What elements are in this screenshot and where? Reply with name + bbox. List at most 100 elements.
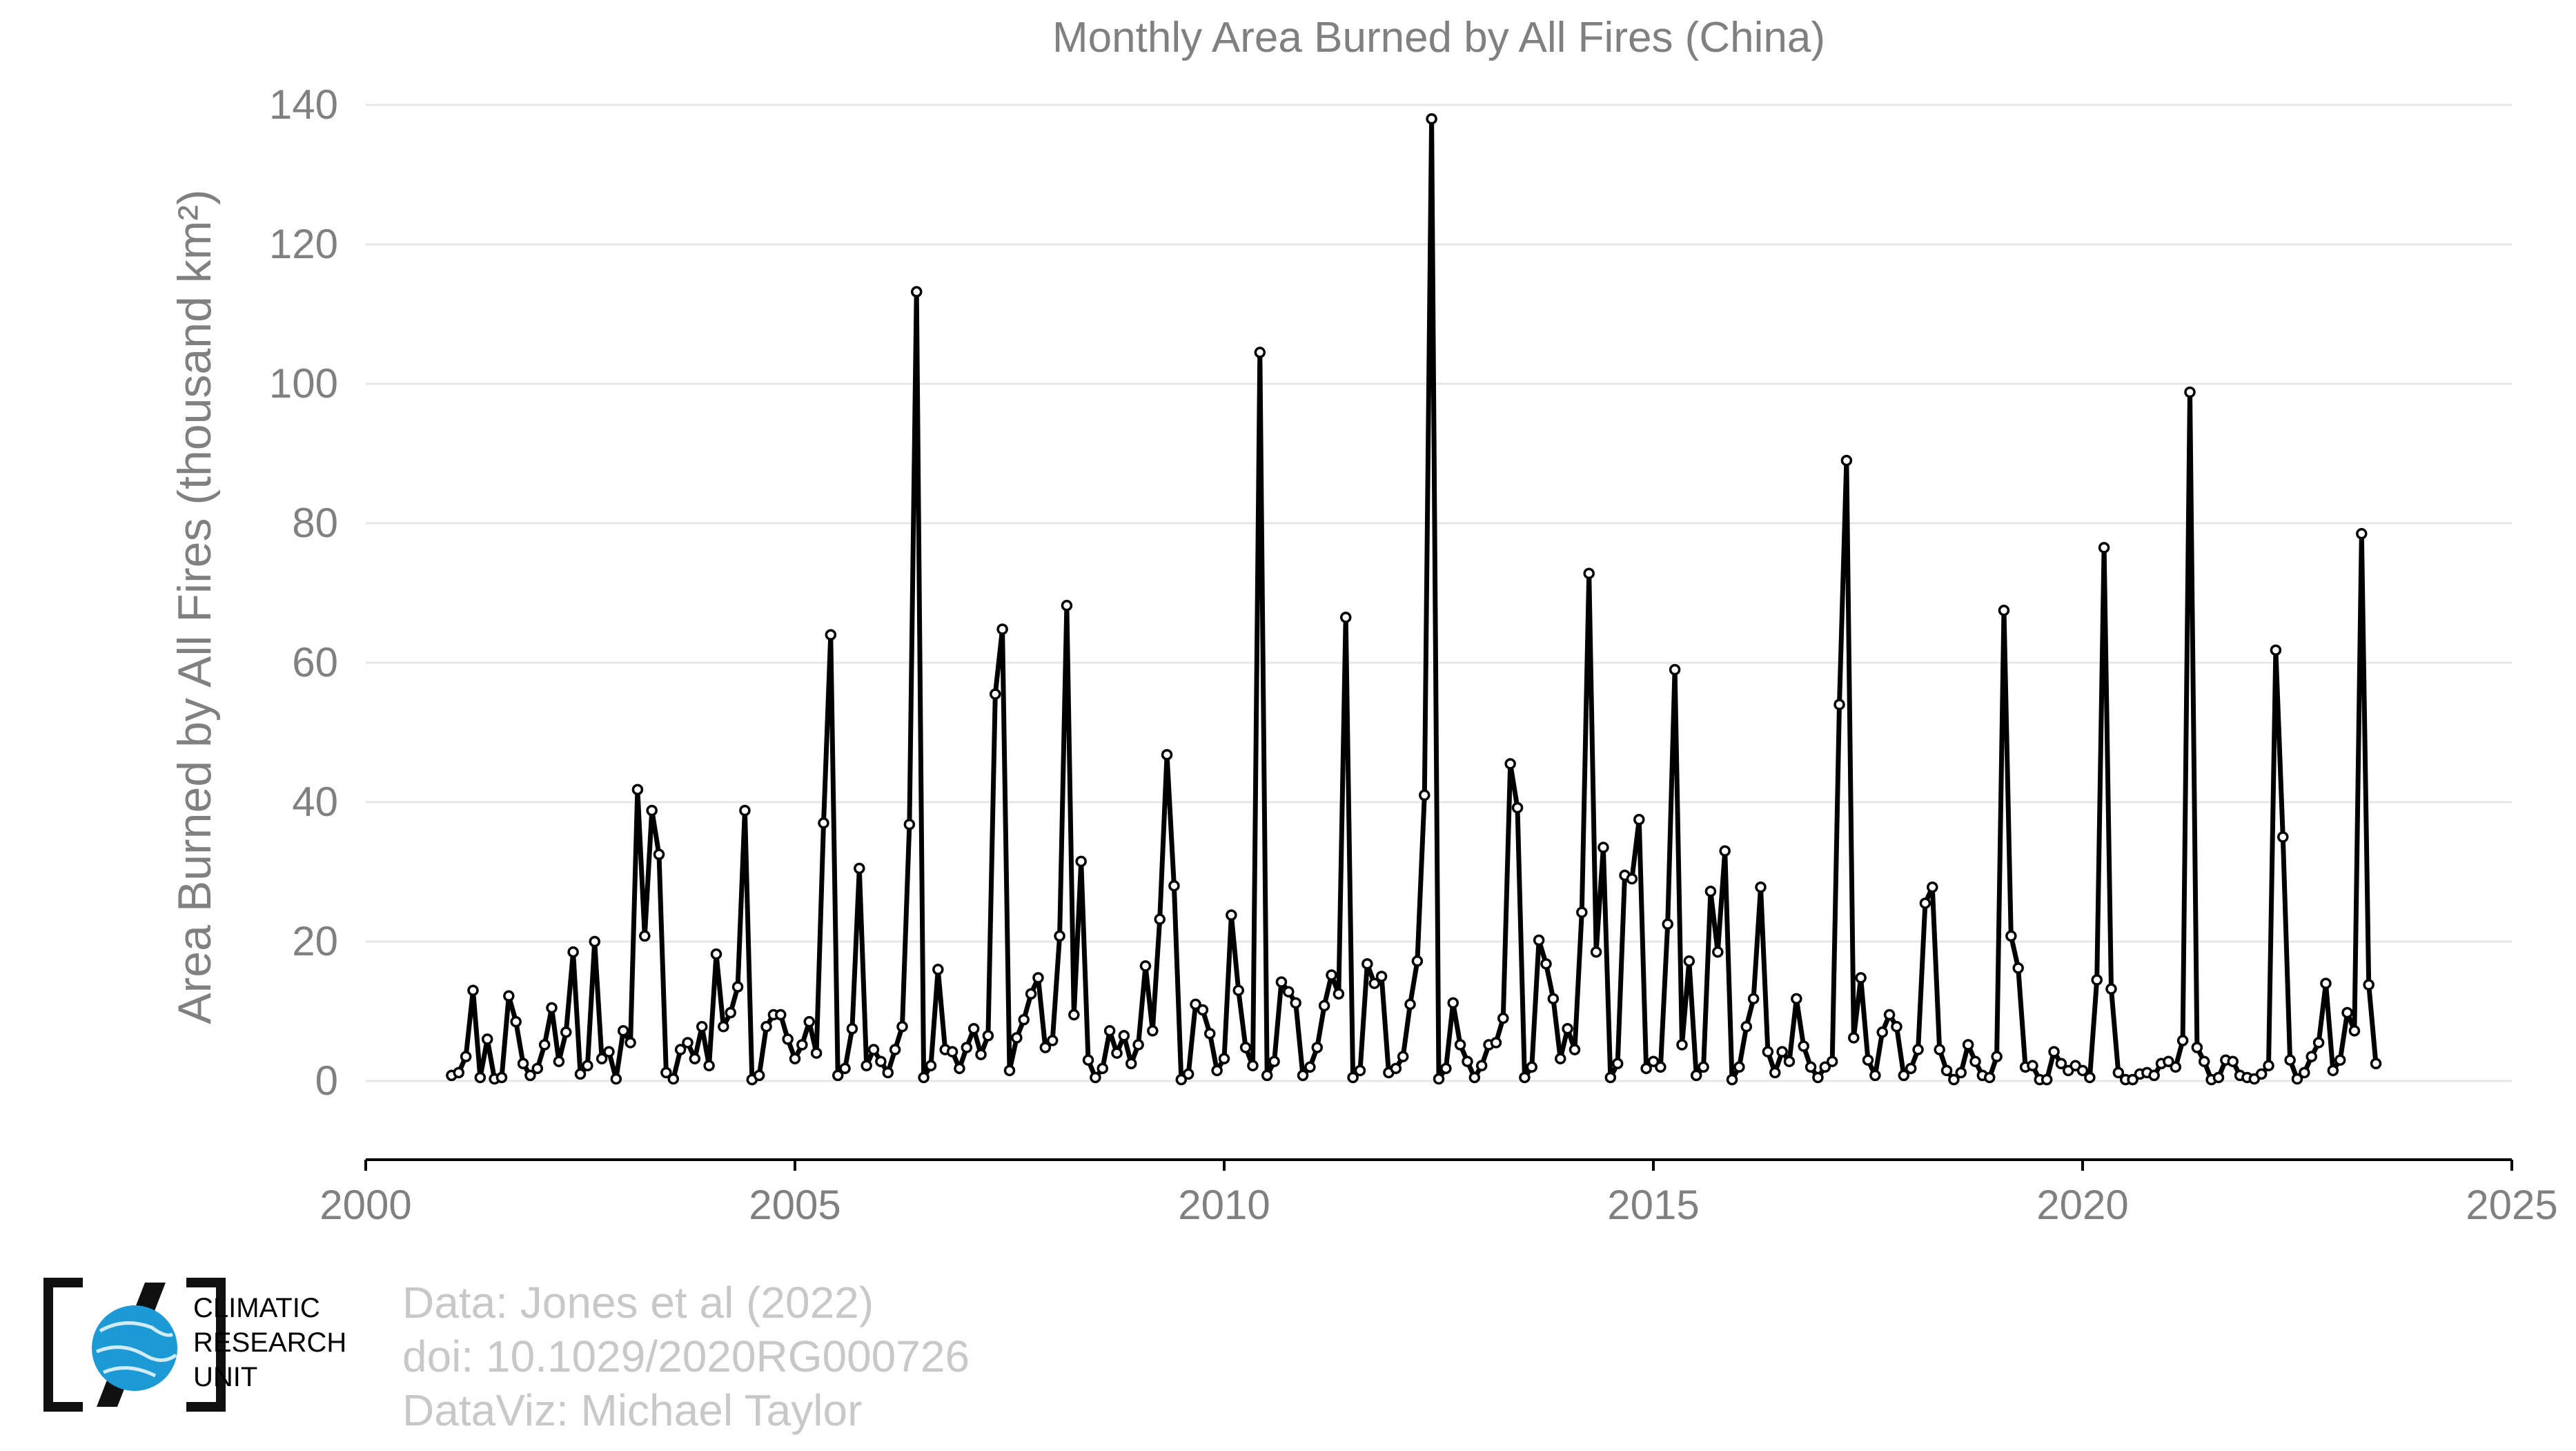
data-point <box>1604 1071 1617 1084</box>
data-point <box>2055 1058 2067 1069</box>
data-point <box>854 862 865 875</box>
data-point <box>1862 1054 1874 1066</box>
data-point <box>1669 663 1681 676</box>
data-point <box>1018 1013 1030 1026</box>
data-point <box>1511 801 1524 814</box>
data-point <box>574 1068 587 1080</box>
x-tick-label: 2000 <box>319 1182 411 1228</box>
data-point <box>1927 881 1938 893</box>
data-point <box>1569 1044 1581 1055</box>
data-point <box>2284 1054 2296 1066</box>
data-point <box>467 984 479 996</box>
data-point <box>753 1069 765 1082</box>
data-point <box>2098 542 2110 554</box>
y-tick-label: 0 <box>315 1058 338 1104</box>
data-point <box>925 1060 937 1072</box>
data-point <box>2348 1025 2361 1037</box>
data-point <box>2312 1037 2325 1049</box>
data-point <box>1039 1042 1052 1053</box>
data-point <box>460 1051 472 1062</box>
logo-left-bracket-icon <box>43 1278 83 1412</box>
data-point <box>653 848 665 860</box>
data-point <box>1640 1062 1652 1075</box>
data-point <box>1239 1042 1252 1053</box>
data-point <box>1318 1000 1330 1012</box>
data-point <box>2277 831 2289 843</box>
data-point <box>1597 841 1609 853</box>
data-point <box>474 1071 486 1084</box>
data-point <box>1969 1055 1981 1067</box>
data-point <box>1261 1069 1273 1082</box>
data-point <box>1583 567 1595 579</box>
data-point <box>639 930 651 942</box>
y-tick-label: 140 <box>269 81 338 128</box>
data-point <box>1712 946 1724 958</box>
data-point <box>689 1053 701 1064</box>
data-point <box>875 1055 887 1067</box>
data-point <box>531 1062 544 1075</box>
y-axis-label: Area Burned by All Fires (thousand km²) <box>168 189 221 1024</box>
data-point <box>1003 1064 1016 1077</box>
data-point <box>1962 1039 1974 1051</box>
data-point <box>1611 1058 1624 1069</box>
data-point <box>1876 1026 1888 1038</box>
data-point <box>1311 1042 1324 1053</box>
data-point <box>538 1039 551 1051</box>
data-point <box>696 1020 708 1033</box>
data-point <box>1840 454 1853 467</box>
data-point <box>818 817 829 829</box>
x-tick-label: 2005 <box>749 1182 840 1228</box>
logo-line-3: UNIT <box>193 1362 258 1392</box>
data-point <box>782 1033 794 1045</box>
data-point <box>2291 1073 2303 1085</box>
data-point <box>1655 1061 1666 1073</box>
data-point <box>2084 1071 2096 1084</box>
data-point <box>1368 977 1380 989</box>
cru-logo <box>43 1278 226 1412</box>
data-point <box>1726 1073 1738 1086</box>
data-point <box>682 1037 694 1049</box>
data-point <box>1626 873 1638 885</box>
data-point <box>1404 998 1416 1011</box>
data-point <box>1948 1073 1960 1086</box>
data-point <box>1182 1068 1194 1080</box>
data-point <box>975 1049 987 1060</box>
data-point <box>2048 1046 2060 1058</box>
data-point <box>710 948 722 960</box>
data-point <box>1869 1069 1881 1082</box>
data-point <box>1190 998 1201 1011</box>
data-point <box>1068 1009 1080 1021</box>
data-point <box>2112 1067 2125 1079</box>
data-point <box>2363 979 2375 991</box>
data-point <box>1290 997 1301 1009</box>
data-point <box>990 688 1001 700</box>
data-point <box>596 1053 608 1064</box>
data-point <box>1776 1046 1788 1058</box>
data-point <box>667 1073 680 1085</box>
y-tick-label: 120 <box>269 221 338 267</box>
data-point <box>503 990 515 1002</box>
data-point <box>1103 1025 1116 1037</box>
data-point <box>1046 1035 1059 1046</box>
data-point <box>796 1039 808 1051</box>
data-point <box>1783 1055 1796 1067</box>
y-tick-label: 40 <box>292 779 338 825</box>
data-point <box>1576 906 1588 918</box>
data-point <box>731 981 744 993</box>
data-point <box>617 1025 629 1037</box>
x-tick-label: 2010 <box>1178 1182 1270 1228</box>
data-point <box>996 623 1008 635</box>
data-point <box>1232 984 1244 996</box>
data-point <box>1361 958 1373 970</box>
x-tick-marks <box>364 1160 2513 1171</box>
data-point <box>2263 1060 2274 1072</box>
data-point <box>1955 1067 1967 1079</box>
data-point <box>739 804 751 817</box>
data-point <box>1097 1062 1109 1075</box>
data-point <box>1275 976 1288 988</box>
data-point <box>1154 913 1166 925</box>
x-tick-label: 2020 <box>2036 1182 2128 1228</box>
data-point <box>1733 1061 1745 1073</box>
data-point <box>1061 599 1073 612</box>
data-point <box>1426 113 1437 125</box>
